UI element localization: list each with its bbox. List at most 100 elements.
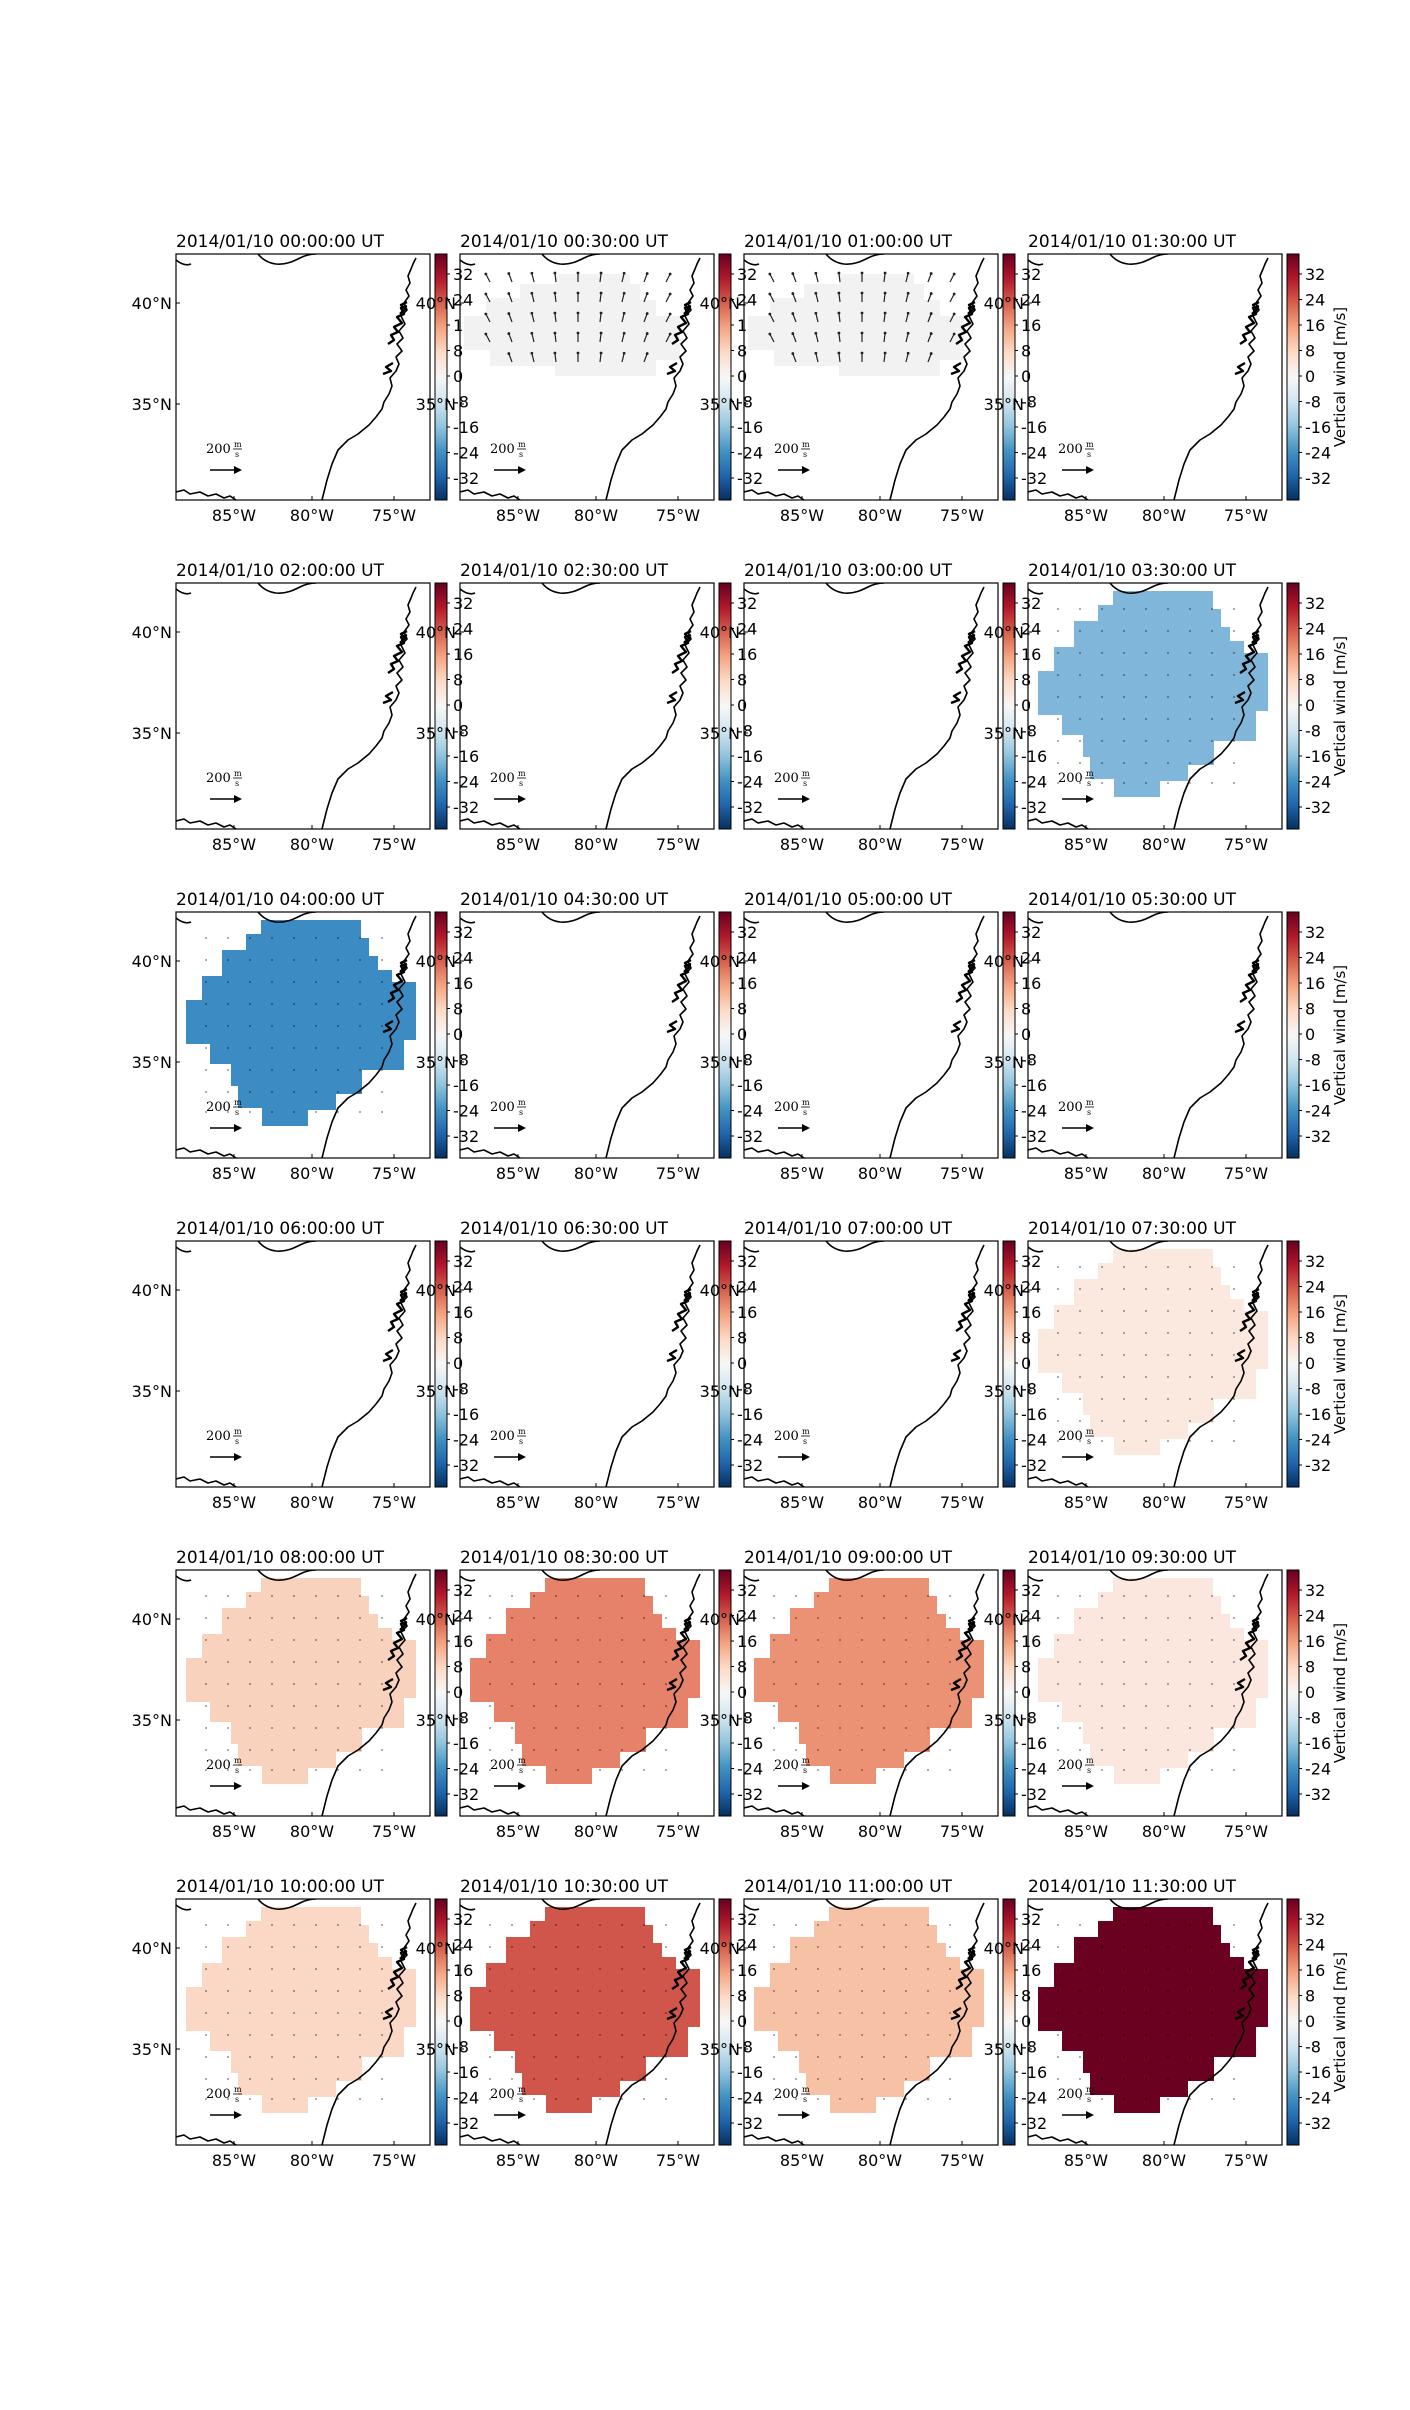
wind-vector-dot bbox=[271, 1003, 273, 1005]
lat-tick-label: 40°N bbox=[984, 1610, 1024, 1629]
wind-vector-dot bbox=[1123, 1332, 1125, 1334]
wind-vector-dot bbox=[1101, 782, 1103, 784]
wind-vector-dot bbox=[271, 1769, 273, 1771]
wind-vector-dot bbox=[1101, 2078, 1103, 2080]
colorbar-tick-label: 32 bbox=[1021, 923, 1041, 942]
scale-value: 200 bbox=[206, 2087, 231, 2102]
wind-arrow-head bbox=[553, 311, 557, 315]
scale-unit-denominator: s bbox=[803, 1437, 807, 1446]
wind-vector-dot bbox=[1057, 2012, 1059, 2014]
wind-arrow bbox=[621, 333, 625, 343]
wind-vector-dot bbox=[359, 981, 361, 983]
wind-arrow-head bbox=[837, 331, 841, 335]
colorbar-tick-label: 8 bbox=[737, 1329, 747, 1348]
wind-vector-dot bbox=[817, 2012, 819, 2014]
chesapeake-bay bbox=[1234, 1616, 1260, 1692]
scale-value: 200 bbox=[1058, 1100, 1083, 1115]
colorbar-tick-label: -24 bbox=[1305, 2089, 1331, 2108]
wind-vector-dot bbox=[1233, 1749, 1235, 1751]
wind-vector-dot bbox=[359, 1047, 361, 1049]
wind-vector-dot bbox=[861, 1705, 863, 1707]
wind-vector-dot bbox=[599, 1990, 601, 1992]
coastline bbox=[1028, 583, 1269, 829]
wind-vector-dot bbox=[1145, 630, 1147, 632]
scale-arrow-legend: 200 ms bbox=[490, 1427, 526, 1461]
wind-vector-dot bbox=[381, 1683, 383, 1685]
wind-arrow-head bbox=[860, 291, 864, 295]
wind-vector-dot bbox=[1233, 1990, 1235, 1992]
colorbar-tick-label: -8 bbox=[1021, 1051, 1037, 1070]
wind-vector-dot bbox=[1057, 1968, 1059, 1970]
wind-vector-dot bbox=[205, 1990, 207, 1992]
wind-vector-dot bbox=[271, 1727, 273, 1729]
wind-arrow-head bbox=[814, 291, 818, 295]
wind-vector-dot bbox=[359, 1727, 361, 1729]
wind-vector-dot bbox=[555, 1924, 557, 1926]
colorbar-tick-label: -8 bbox=[1305, 1380, 1321, 1399]
wind-vector-dot bbox=[489, 2012, 491, 2014]
wind-vector-dot bbox=[337, 1025, 339, 1027]
lake-shore bbox=[744, 1904, 760, 1911]
wind-vector-dot bbox=[227, 1749, 229, 1751]
wind-vector-dot bbox=[1189, 1924, 1191, 1926]
wind-vector-dot bbox=[1145, 1769, 1147, 1771]
lat-tick-label: 40°N bbox=[416, 623, 456, 642]
wind-vector-dot bbox=[795, 1727, 797, 1729]
wind-field-region bbox=[754, 1578, 984, 1784]
wind-vector-dot bbox=[817, 1661, 819, 1663]
wind-arrow-head bbox=[791, 292, 795, 295]
wind-vector-dot bbox=[555, 1946, 557, 1948]
wind-vector-dot bbox=[359, 1003, 361, 1005]
wind-vector-dot bbox=[949, 1683, 951, 1685]
scale-arrow-legend: 200 ms bbox=[206, 440, 242, 474]
wind-vectors bbox=[1057, 1266, 1235, 1442]
wind-arrow-head bbox=[622, 351, 626, 355]
wind-vector-dot bbox=[1123, 630, 1125, 632]
wind-vector-dot bbox=[1167, 740, 1169, 742]
wind-arrow-head bbox=[668, 272, 672, 276]
wind-vector-dot bbox=[599, 1639, 601, 1641]
wind-vector-dot bbox=[1233, 1440, 1235, 1442]
scale-unit-denominator: s bbox=[235, 779, 239, 788]
wind-vector-dot bbox=[883, 2098, 885, 2100]
wind-vector-dot bbox=[227, 1003, 229, 1005]
wind-vector-dot bbox=[489, 1617, 491, 1619]
map-content: 200 ms bbox=[460, 1241, 701, 1487]
lat-tick-label: 35°N bbox=[416, 395, 456, 414]
wind-vector-dot bbox=[905, 2078, 907, 2080]
wind-vector-dot bbox=[381, 1003, 383, 1005]
map-content: 200 ms bbox=[1028, 912, 1269, 1158]
chesapeake-bay bbox=[666, 300, 692, 376]
wind-vector-dot bbox=[1211, 1310, 1213, 1312]
wind-vector-dot bbox=[665, 2078, 667, 2080]
wind-field-region bbox=[186, 920, 416, 1126]
map-content: 200 ms bbox=[744, 254, 985, 500]
wind-arrow bbox=[949, 293, 955, 303]
scale-value: 200 bbox=[490, 771, 515, 786]
wind-arrow bbox=[905, 273, 909, 283]
wind-vector-dot bbox=[315, 959, 317, 961]
wind-vector-dot bbox=[227, 2078, 229, 2080]
coastline bbox=[176, 254, 417, 500]
wind-vector-dot bbox=[927, 1705, 929, 1707]
axes-frame bbox=[743, 1569, 999, 1817]
scale-unit-denominator: s bbox=[1087, 779, 1091, 788]
lake-shore bbox=[1028, 259, 1044, 266]
wind-arrow-head bbox=[906, 331, 910, 335]
wind-vector-dot bbox=[905, 1946, 907, 1948]
lake-erie-shore bbox=[1109, 254, 1169, 265]
colorbar-tick-label: 8 bbox=[1021, 1329, 1031, 1348]
colorbar-tick-label: -24 bbox=[453, 773, 479, 792]
wind-vector-dot bbox=[949, 1769, 951, 1771]
colorbar-tick-label: -16 bbox=[453, 1405, 479, 1424]
wind-vector-dot bbox=[205, 2034, 207, 2036]
wind-arrow bbox=[927, 333, 932, 343]
lon-tick-label: 85°W bbox=[212, 506, 256, 525]
wind-vector-dot bbox=[249, 1639, 251, 1641]
wind-vector-dot bbox=[927, 1661, 929, 1663]
scale-arrow-head bbox=[234, 2111, 242, 2119]
scale-unit-denominator: s bbox=[519, 450, 523, 459]
wind-vector-dot bbox=[511, 1749, 513, 1751]
